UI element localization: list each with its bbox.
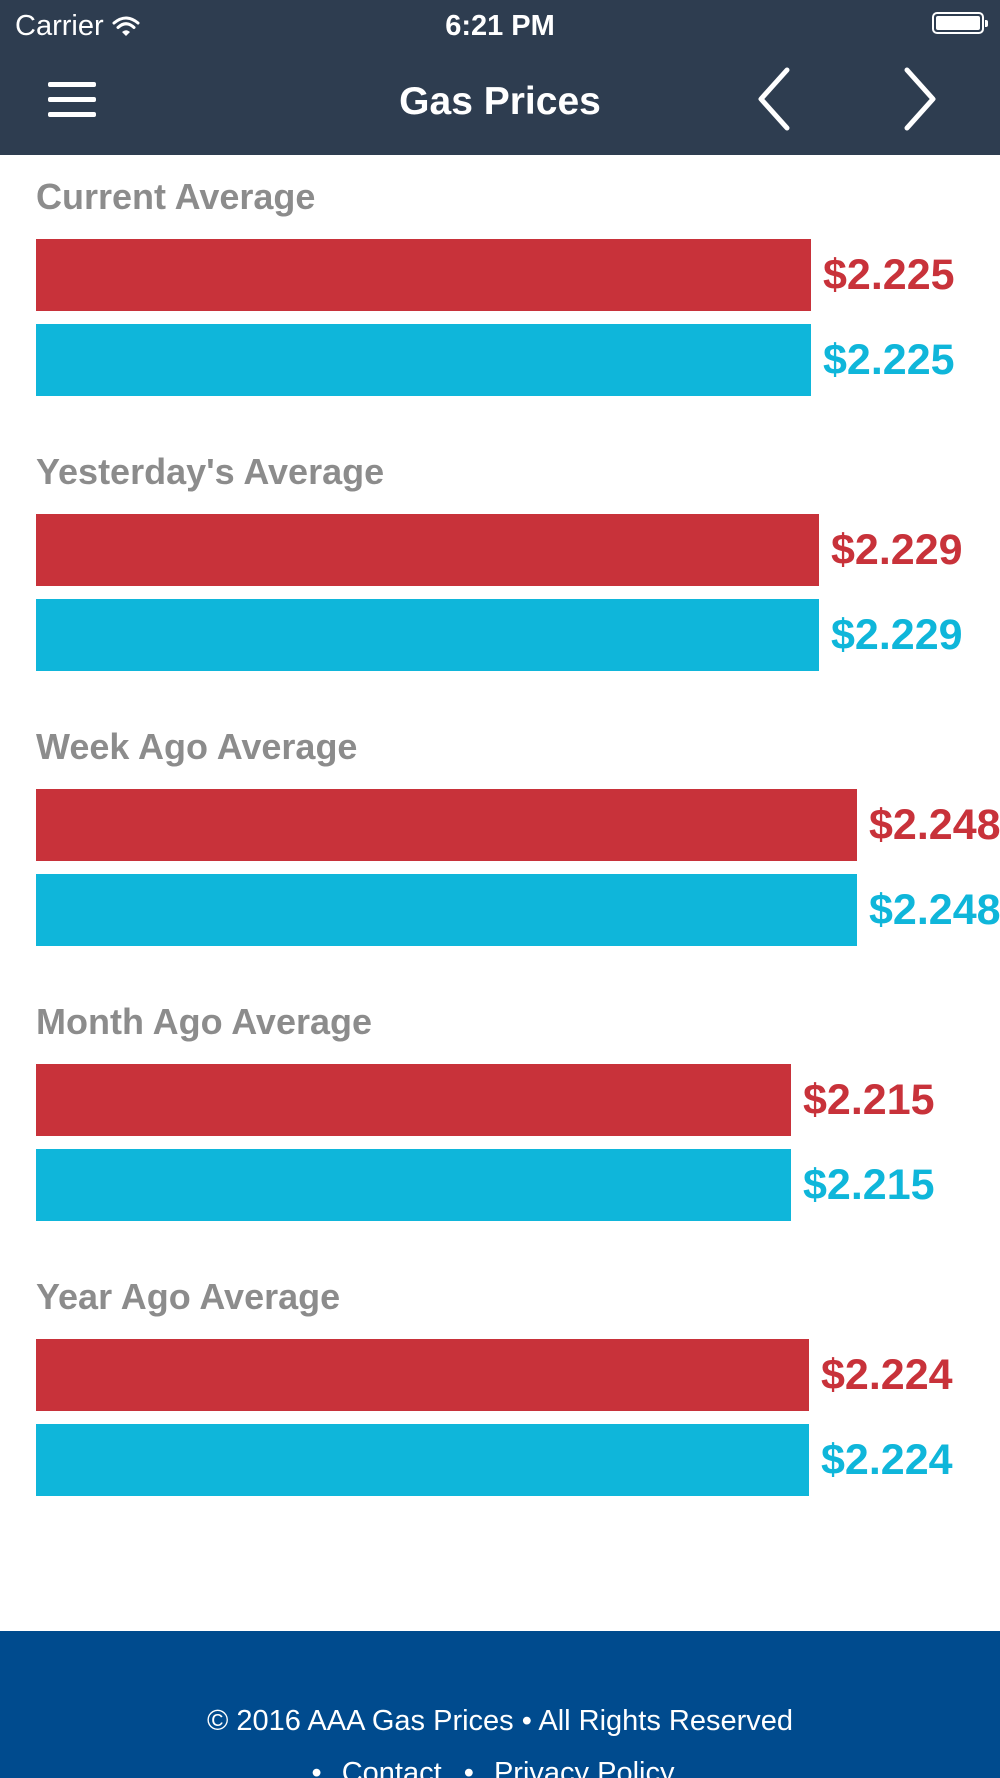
red-price-bar — [36, 239, 811, 311]
red-price-label: $2.229 — [831, 526, 963, 574]
status-time: 6:21 PM — [445, 10, 555, 42]
footer-bullet: • — [311, 1757, 322, 1778]
page-title: Gas Prices — [399, 80, 601, 123]
carrier-label: Carrier — [15, 10, 104, 42]
blue-price-bar — [36, 1424, 809, 1496]
section-title: Week Ago Average — [36, 726, 358, 767]
section-title: Year Ago Average — [36, 1276, 341, 1317]
section-title: Yesterday's Average — [36, 451, 385, 492]
contact-link[interactable]: Contact — [341, 1757, 442, 1778]
red-price-bar — [36, 1064, 791, 1136]
blue-price-label: $2.224 — [821, 1436, 953, 1484]
blue-price-label: $2.215 — [803, 1161, 935, 1209]
red-price-label: $2.215 — [803, 1076, 935, 1124]
chevron-left-icon[interactable] — [755, 66, 799, 132]
section-title: Current Average — [36, 176, 316, 217]
hamburger-menu-icon[interactable] — [48, 82, 96, 120]
blue-price-label: $2.225 — [823, 336, 955, 384]
chevron-right-icon[interactable] — [895, 66, 939, 132]
red-price-bar — [36, 789, 857, 861]
red-price-bar — [36, 1339, 809, 1411]
section-title: Month Ago Average — [36, 1001, 373, 1042]
wifi-icon — [112, 16, 140, 36]
red-price-label: $2.248 — [869, 801, 1000, 849]
blue-price-bar — [36, 324, 811, 396]
blue-price-bar — [36, 874, 857, 946]
red-price-label: $2.225 — [823, 251, 955, 299]
red-price-bar — [36, 514, 819, 586]
blue-price-label: $2.229 — [831, 611, 963, 659]
footer-links: • Contact • Privacy Policy — [0, 1755, 1000, 1778]
footer-bullet: • — [463, 1757, 474, 1778]
footer-copyright: © 2016 AAA Gas Prices • All Rights Reser… — [206, 1705, 794, 1737]
privacy-policy-link[interactable]: Privacy Policy — [493, 1757, 675, 1778]
blue-price-bar — [36, 599, 819, 671]
footer: © 2016 AAA Gas Prices • All Rights Reser… — [0, 1631, 1000, 1778]
status-carrier: Carrier — [15, 6, 140, 46]
blue-price-bar — [36, 1149, 791, 1221]
blue-price-label: $2.248 — [869, 886, 1000, 934]
battery-icon — [932, 12, 988, 34]
navigation-bar: Carrier 6:21 PM Gas Prices — [0, 0, 1000, 155]
red-price-label: $2.224 — [821, 1351, 953, 1399]
